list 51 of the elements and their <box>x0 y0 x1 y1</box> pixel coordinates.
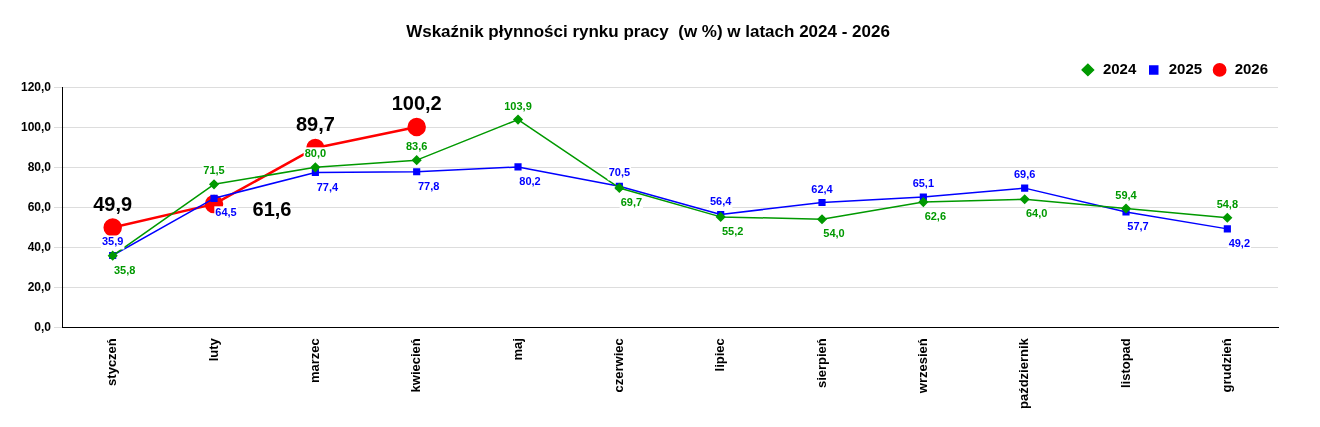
data-label: 62,4 <box>811 182 834 195</box>
data-label: 89,7 <box>295 113 335 136</box>
x-tick-label: kwiecień <box>408 338 424 393</box>
data-label: 80,2 <box>519 174 541 187</box>
y-tick-label: 80,0 <box>27 159 52 174</box>
data-label: 103,9 <box>504 99 532 112</box>
data-label: 64,5 <box>215 206 237 219</box>
data-label: 49,9 <box>93 193 133 215</box>
data-label: 77,8 <box>417 179 440 192</box>
x-tick-label: czerwiec <box>610 338 626 393</box>
x-tick-label: październik <box>1016 337 1032 409</box>
data-label: 49,2 <box>1228 236 1251 249</box>
data-label: 83,6 <box>405 140 428 153</box>
data-label: 55,2 <box>721 224 744 237</box>
y-tick-label: 0,0 <box>34 319 52 334</box>
x-tick-label: luty <box>205 337 221 362</box>
data-label: 100,2 <box>391 92 442 115</box>
legend-label: 2026 <box>1234 60 1269 78</box>
x-tick-label: listopad <box>1117 338 1133 389</box>
data-label: 70,5 <box>608 166 631 179</box>
x-tick-label: sierpień <box>813 338 829 389</box>
x-tick-label: wrzesień <box>914 338 930 395</box>
data-label: 77,4 <box>316 180 339 193</box>
data-label: 35,8 <box>113 263 136 276</box>
legend-label: 2025 <box>1168 60 1203 78</box>
data-label: 65,1 <box>912 177 935 190</box>
data-label: 59,4 <box>1115 188 1138 201</box>
data-label: 69,6 <box>1013 168 1036 181</box>
x-tick-label: styczeń <box>104 338 120 386</box>
data-label: 80,0 <box>304 147 327 160</box>
data-label: 71,5 <box>203 164 225 177</box>
y-tick-label: 20,0 <box>27 279 52 294</box>
data-label: 54,8 <box>1216 197 1239 210</box>
x-tick-label: lipiec <box>712 338 728 372</box>
data-label: 54,0 <box>823 227 845 240</box>
data-label: 56,4 <box>709 194 733 207</box>
y-tick-label: 60,0 <box>27 199 52 214</box>
data-label: 61,6 <box>252 197 292 220</box>
y-tick-label: 120,0 <box>21 79 52 94</box>
data-label: 57,7 <box>1127 219 1149 232</box>
x-tick-label: grudzień <box>1218 338 1234 393</box>
data-label: 35,9 <box>101 235 124 248</box>
x-tick-label: maj <box>509 338 525 361</box>
chart-title: Wskaźnik płynności rynku pracy (w %) w latach 2024 - 2026 <box>406 21 890 41</box>
data-label: 69,7 <box>620 195 643 208</box>
y-tick-label: 40,0 <box>27 239 52 254</box>
legend-label: 2024 <box>1102 60 1137 78</box>
x-tick-label: marzec <box>306 338 322 384</box>
y-tick-label: 100,0 <box>21 119 52 134</box>
data-label: 64,0 <box>1025 207 1048 220</box>
data-label: 62,6 <box>924 210 947 223</box>
